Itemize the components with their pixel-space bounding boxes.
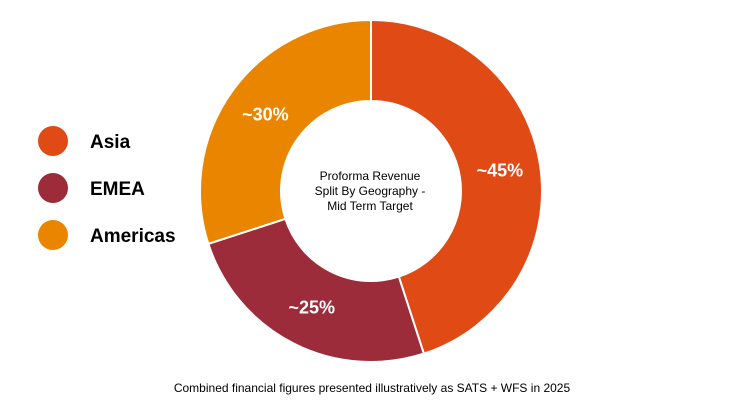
footnote: Combined financial figures presented ill… bbox=[174, 381, 571, 395]
slice-emea bbox=[207, 217, 426, 363]
donut-slices bbox=[199, 18, 544, 363]
legend-swatch-asia bbox=[38, 126, 68, 156]
legend: Asia EMEA Americas bbox=[38, 126, 176, 250]
slice-labels: ~45% ~25% ~30% bbox=[242, 104, 523, 317]
legend-swatch-emea bbox=[38, 173, 68, 203]
center-line-3: Mid Term Target bbox=[327, 199, 413, 213]
center-line-1: Proforma Revenue bbox=[320, 169, 421, 183]
legend-item-americas: Americas bbox=[38, 220, 176, 250]
slice-label-asia: ~45% bbox=[477, 161, 524, 181]
legend-label-asia: Asia bbox=[90, 132, 131, 153]
legend-swatch-americas bbox=[38, 220, 68, 250]
slice-label-americas: ~30% bbox=[242, 104, 289, 124]
donut-center-label: Proforma Revenue Split By Geography - Mi… bbox=[315, 169, 426, 213]
center-line-2: Split By Geography - bbox=[315, 184, 426, 198]
slice-asia bbox=[370, 18, 544, 355]
legend-label-emea: EMEA bbox=[90, 179, 145, 200]
legend-item-emea: EMEA bbox=[38, 173, 145, 203]
legend-item-asia: Asia bbox=[38, 126, 131, 156]
slice-americas bbox=[199, 18, 372, 246]
legend-label-americas: Americas bbox=[90, 226, 176, 247]
slice-label-emea: ~25% bbox=[288, 297, 335, 317]
